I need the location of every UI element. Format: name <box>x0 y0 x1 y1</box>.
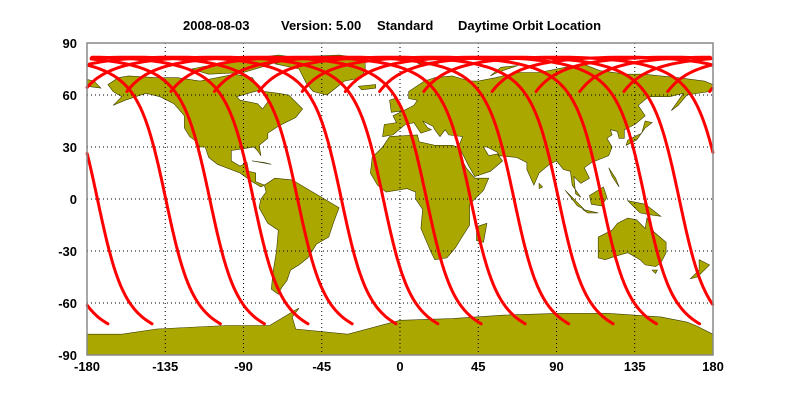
x-tick-label: 45 <box>471 359 485 374</box>
orbit-track-1 <box>422 55 715 154</box>
x-tick-label: -90 <box>234 359 253 374</box>
landmass-north-america <box>107 73 304 188</box>
title-version: Version: 5.00 <box>281 18 361 33</box>
orbit-track-6 <box>666 63 714 93</box>
orbit-track-4 <box>90 55 310 326</box>
orbit-track-2 <box>87 63 222 326</box>
orbit-track-5 <box>89 55 354 326</box>
title-product: Standard <box>377 18 433 33</box>
orbit-track-6 <box>87 55 398 326</box>
orbit-track-11 <box>257 55 615 326</box>
y-tick-label: 90 <box>63 36 77 51</box>
y-tick-label: 0 <box>70 192 77 207</box>
y-tick-label: -90 <box>58 348 77 363</box>
title-date: 2008-08-03 <box>183 18 250 33</box>
y-tick-label: -60 <box>58 296 77 311</box>
x-tick-label: 0 <box>396 359 403 374</box>
orbit-track-9 <box>169 55 527 326</box>
x-tick-label: 90 <box>549 359 563 374</box>
orbit-track-13 <box>343 55 702 326</box>
orbit-tracks <box>85 55 715 326</box>
y-axis-ticks: 90 60 30 0 -30 -60 -90 <box>58 36 77 363</box>
orbit-track-7 <box>85 55 440 326</box>
landmass-iceland <box>357 84 376 91</box>
title-description: Daytime Orbit Location <box>458 18 601 33</box>
orbit-track-3 <box>89 57 266 326</box>
landmass-tasmania <box>651 269 658 274</box>
y-tick-label: 30 <box>63 140 77 155</box>
x-tick-label: -180 <box>74 359 100 374</box>
landmass-new-zealand <box>689 259 711 280</box>
y-tick-label: 60 <box>63 88 77 103</box>
x-tick-label: 180 <box>702 359 724 374</box>
landmass-sumatra <box>564 190 585 210</box>
orbit-track-0 <box>85 303 110 326</box>
orbit-track-10 <box>212 55 571 326</box>
landmass-java <box>582 209 599 214</box>
landmass-cuba <box>252 160 272 165</box>
y-tick-label: -30 <box>58 244 77 259</box>
orbit-track-12 <box>300 55 658 326</box>
orbit-track-5 <box>622 57 713 93</box>
orbit-track-4 <box>578 55 712 93</box>
landmass-new-guinea <box>626 200 662 217</box>
orbit-track-7 <box>708 86 714 93</box>
x-tick-label: -45 <box>312 359 331 374</box>
landmass-africa <box>370 134 490 261</box>
plot-frame <box>86 42 714 356</box>
landmass-philippines <box>608 167 620 188</box>
x-tick-label: 135 <box>624 359 646 374</box>
landmass-south-america <box>258 177 340 295</box>
orbit-track-1 <box>85 152 154 326</box>
x-tick-label: -135 <box>152 359 178 374</box>
orbit-track-8 <box>125 55 483 326</box>
x-axis-ticks: -180 -135 -90 -45 0 45 90 135 180 <box>74 359 724 374</box>
landmass-sri-lanka <box>538 182 544 190</box>
